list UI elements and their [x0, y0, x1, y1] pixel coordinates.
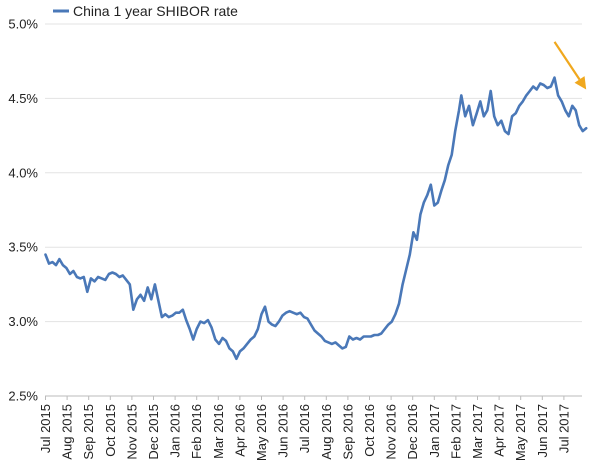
- y-tick-label: 2.5%: [8, 389, 38, 404]
- trend-arrow-head: [574, 76, 587, 90]
- x-axis: Jul 2015 Aug 2015 Sep 2015 Oct 2015 Nov 2015…: [38, 396, 571, 461]
- x-tick-label: Nov 2015: [124, 404, 139, 460]
- legend: China 1 year SHIBOR rate: [53, 3, 238, 19]
- y-tick-label: 4.5%: [8, 91, 38, 106]
- x-tick-label: Sep 2015: [81, 404, 96, 460]
- x-tick-label: May 2017: [513, 404, 528, 461]
- series-line: [44, 76, 588, 361]
- trend-arrow-shaft: [553, 41, 581, 81]
- x-tick-label: Jun 2017: [535, 404, 550, 458]
- y-tick-label: 4.0%: [8, 165, 38, 180]
- x-tick-label: Oct 2015: [103, 404, 118, 457]
- x-tick-label: Jun 2016: [276, 404, 291, 458]
- x-tick-label: Oct 2016: [362, 404, 377, 457]
- y-tick-label: 5.0%: [8, 17, 38, 32]
- x-tick-label: Jan 2017: [427, 404, 442, 458]
- x-tick-label: Aug 2016: [319, 404, 334, 460]
- x-tick-label: Apr 2016: [232, 404, 247, 457]
- x-tick-label: Dec 2015: [146, 404, 161, 460]
- x-tick-label: May 2016: [254, 404, 269, 461]
- x-tick-label: Jul 2015: [38, 404, 53, 453]
- x-tick-label: Feb 2017: [448, 404, 463, 459]
- x-tick-label: Feb 2016: [189, 404, 204, 459]
- x-tick-label: Jan 2016: [168, 404, 183, 458]
- x-tick-label: Mar 2017: [470, 404, 485, 459]
- y-tick-label: 3.0%: [8, 314, 38, 329]
- x-tick-label: Apr 2017: [492, 404, 507, 457]
- legend-label: China 1 year SHIBOR rate: [73, 3, 238, 19]
- x-tick-label: Sep 2016: [340, 404, 355, 460]
- x-tick-label: Jul 2016: [297, 404, 312, 453]
- x-tick-label: Aug 2015: [60, 404, 75, 460]
- series-lines: [44, 76, 588, 361]
- x-tick-label: Dec 2016: [405, 404, 420, 460]
- y-axis-labels: 2.5% 3.0% 3.5% 4.0% 4.5% 5.0%: [8, 17, 38, 404]
- x-tick-label: Mar 2016: [211, 404, 226, 459]
- y-tick-label: 3.5%: [8, 240, 38, 255]
- x-tick-label: Nov 2016: [384, 404, 399, 460]
- gridlines: [45, 23, 582, 397]
- trend-annotation: [553, 41, 587, 90]
- x-tick-label: Jul 2017: [556, 404, 571, 453]
